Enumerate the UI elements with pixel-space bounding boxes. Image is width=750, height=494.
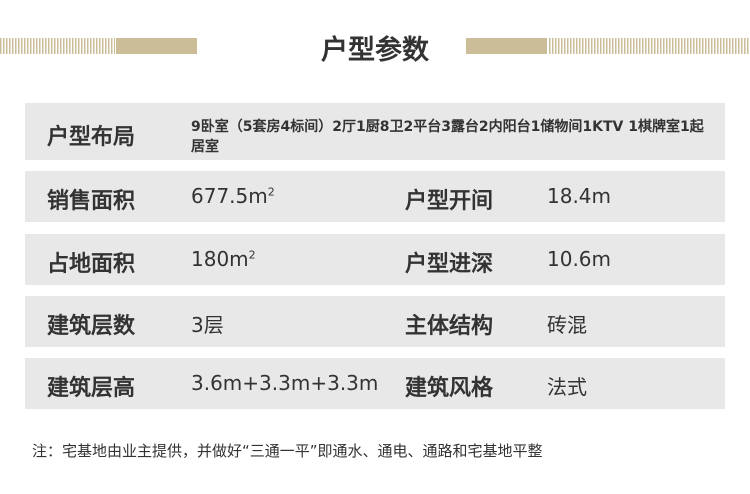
param-value: 677.5m2 [191, 184, 275, 208]
param-value: 3.6m+3.3m+3.3m [191, 371, 378, 395]
param-label-2: 主体结构 [405, 314, 494, 339]
param-value: 3层 [191, 309, 224, 338]
param-value-2: 法式 [547, 375, 587, 399]
decor-bar-right [466, 38, 547, 54]
unit-superscript: 2 [267, 185, 275, 199]
param-row: 建筑层高 3.6m+3.3m+3.3m 建筑风格 法式 [25, 358, 725, 409]
param-row: 销售面积 677.5m2 户型开间 18.4m [25, 171, 725, 222]
param-value-2: 10.6m [547, 247, 612, 271]
param-label: 占地面积 [47, 252, 136, 277]
param-row: 占地面积 180m2 户型进深 10.6m [25, 234, 725, 285]
param-value: 180m2 [191, 247, 256, 271]
param-label-2: 建筑风格 [405, 376, 494, 401]
param-value-text: 3.6m+3.3m+3.3m [191, 371, 379, 395]
decor-stripes-left [0, 38, 115, 54]
page-title: 户型参数 [321, 35, 429, 66]
param-value-2: 18.4m [547, 184, 612, 208]
param-label-2: 户型进深 [405, 252, 494, 277]
layout-value: 9卧室（5套房4标间）2厅1厨8卫2平台3露台2内阳台1储物间1KTV 1棋牌室… [191, 119, 704, 155]
decor-stripes-right [549, 38, 750, 54]
unit-superscript: 2 [248, 248, 256, 262]
param-value-text: 677.5m [191, 184, 268, 208]
layout-label: 户型布局 [47, 125, 136, 150]
param-value-2: 砖混 [547, 313, 587, 337]
param-label: 建筑层数 [47, 314, 136, 339]
param-label: 销售面积 [47, 189, 136, 214]
param-value-text: 180m [191, 247, 249, 271]
row-layout: 户型布局 9卧室（5套房4标间）2厅1厨8卫2平台3露台2内阳台1储物间1KTV… [25, 103, 725, 160]
param-label: 建筑层高 [47, 376, 136, 401]
param-row: 建筑层数 3层 主体结构 砖混 [25, 296, 725, 347]
param-value-text: 3层 [191, 313, 224, 337]
param-label-2: 户型开间 [405, 189, 494, 214]
footnote: 注：宅基地由业主提供，并做好“三通一平”即通水、通电、通路和宅基地平整 [32, 442, 543, 460]
decor-bar-left [116, 38, 197, 54]
